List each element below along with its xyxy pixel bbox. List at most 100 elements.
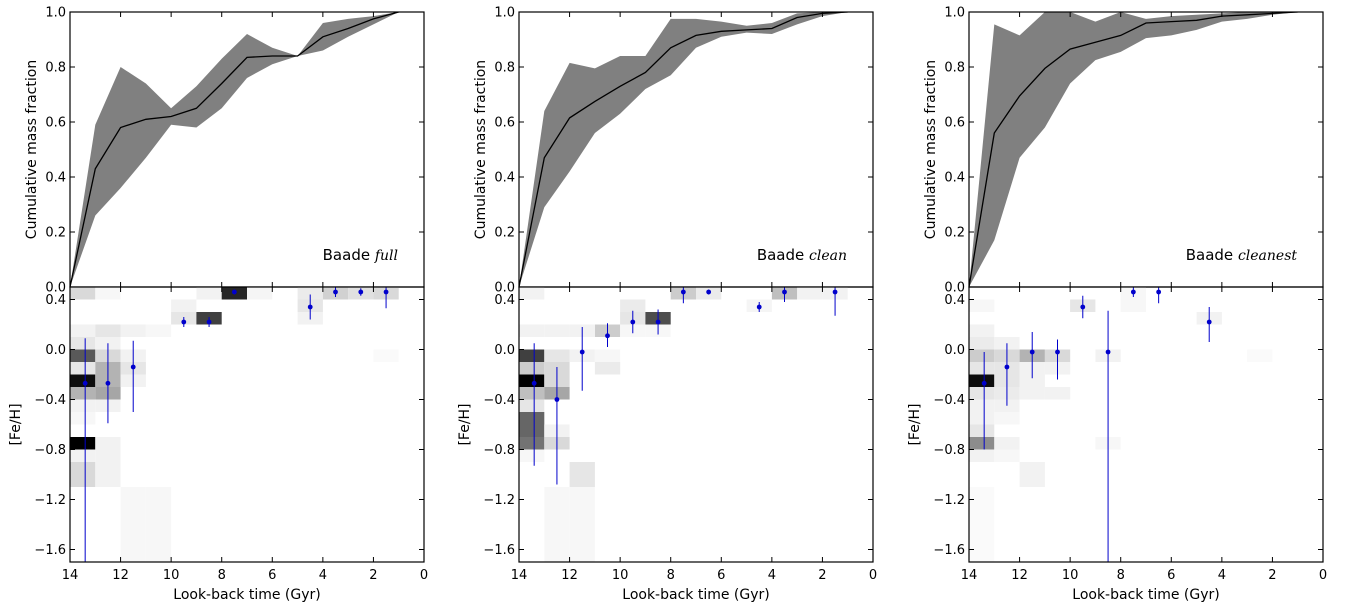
y-tick-label: 0.4 bbox=[45, 293, 66, 308]
heatmap-cell bbox=[969, 324, 995, 337]
data-point bbox=[782, 289, 787, 295]
y-tick-label: 0.0 bbox=[494, 343, 515, 358]
heatmap-cell bbox=[145, 324, 172, 337]
data-point bbox=[181, 319, 187, 325]
heatmap-cell bbox=[797, 287, 823, 300]
heatmap-cell bbox=[70, 449, 96, 462]
data-point bbox=[1029, 349, 1035, 355]
heatmap-cell bbox=[969, 537, 995, 550]
uncertainty-band bbox=[969, 12, 1298, 287]
panel-annotation: Baade cleanest bbox=[1186, 246, 1298, 264]
panel-3: 0.0 0.2 0.4 0.6 0.8 1.0 Cumulative mass fracti… bbox=[907, 6, 1327, 604]
y-tick-label: 0.0 bbox=[494, 281, 515, 296]
heatmap-cell bbox=[519, 349, 545, 362]
y-tick-label: 0.6 bbox=[45, 116, 66, 131]
heatmap-cell bbox=[544, 324, 570, 337]
heatmap-cell bbox=[569, 512, 595, 525]
heatmap-cell bbox=[969, 349, 995, 362]
x-axis-label: Look-back time (Gyr) bbox=[1072, 587, 1219, 603]
heatmap-cell bbox=[969, 362, 995, 375]
heatmap-cell bbox=[70, 349, 96, 362]
data-point bbox=[1206, 319, 1212, 325]
heatmap-cell bbox=[544, 487, 570, 500]
heatmap-cell bbox=[145, 537, 172, 550]
heatmap-cell bbox=[969, 387, 995, 400]
x-axis-label: Look-back time (Gyr) bbox=[173, 587, 320, 603]
y-tick-label: 0.4 bbox=[944, 171, 965, 186]
y-tick-label: 0.6 bbox=[494, 116, 515, 131]
x-tick-label: 10 bbox=[1062, 568, 1079, 583]
y-tick-label: −0.4 bbox=[483, 393, 515, 408]
data-point bbox=[130, 364, 136, 370]
y-tick-label: 0.8 bbox=[944, 61, 965, 76]
data-point bbox=[105, 380, 111, 386]
heatmap-cell bbox=[145, 512, 172, 525]
bottom-y-axis-label: [Fe/H] bbox=[457, 403, 473, 445]
data-point bbox=[383, 289, 389, 295]
heatmap-cell bbox=[1019, 474, 1045, 487]
y-tick-label: 0.4 bbox=[45, 171, 66, 186]
heatmap-cell bbox=[1247, 349, 1273, 362]
data-point bbox=[1055, 349, 1060, 355]
heatmap-cell bbox=[994, 437, 1020, 450]
heatmap-cell bbox=[594, 362, 621, 375]
heatmap-cell bbox=[120, 324, 146, 337]
x-tick-label: 14 bbox=[62, 568, 79, 583]
y-tick-label: 0.8 bbox=[45, 61, 66, 76]
x-axis-label: Look-back time (Gyr) bbox=[622, 587, 769, 603]
heatmap-cell bbox=[519, 424, 545, 437]
y-tick-label: −1.6 bbox=[483, 543, 515, 558]
heatmap-cell bbox=[196, 287, 222, 300]
metallicity-plot bbox=[519, 287, 848, 562]
y-tick-label: 0.0 bbox=[45, 343, 66, 358]
top-y-axis-label: Cumulative mass fraction bbox=[923, 60, 939, 239]
heatmap-cell bbox=[70, 337, 96, 350]
x-tick-label: 10 bbox=[163, 568, 180, 583]
heatmap-cell bbox=[994, 412, 1020, 425]
heatmap-cell bbox=[297, 287, 323, 300]
heatmap-cell bbox=[519, 437, 545, 450]
heatmap-cell bbox=[95, 462, 121, 475]
data-point bbox=[1105, 349, 1111, 355]
x-tick-label: 14 bbox=[961, 568, 978, 583]
y-tick-label: 1.0 bbox=[494, 6, 515, 21]
data-point bbox=[82, 380, 88, 386]
median-line bbox=[969, 12, 1298, 287]
heatmap-cell bbox=[969, 499, 995, 512]
y-tick-label: −0.4 bbox=[933, 393, 965, 408]
annotation-prefix: Baade bbox=[1186, 246, 1238, 264]
x-tick-label: 2 bbox=[818, 568, 826, 583]
y-tick-label: −1.2 bbox=[34, 493, 66, 508]
heatmap-cell bbox=[519, 324, 545, 337]
data-point bbox=[756, 304, 762, 310]
data-point bbox=[706, 289, 712, 295]
x-tick-label: 12 bbox=[1011, 568, 1028, 583]
annotation-prefix: Baade bbox=[323, 246, 375, 264]
heatmap-cell bbox=[544, 549, 570, 562]
heatmap-cell bbox=[145, 524, 172, 537]
heatmap-cell bbox=[120, 549, 146, 562]
x-tick-label: 4 bbox=[768, 568, 776, 583]
heatmap-cell bbox=[95, 287, 121, 300]
heatmap-cell bbox=[1019, 462, 1045, 475]
bottom-axes-frame bbox=[968, 286, 1324, 563]
x-tick-label: 4 bbox=[319, 568, 327, 583]
data-point bbox=[981, 380, 987, 386]
data-point bbox=[680, 289, 686, 295]
median-line bbox=[70, 12, 399, 287]
x-tick-label: 0 bbox=[1319, 568, 1327, 583]
data-point bbox=[333, 289, 338, 295]
heatmap-cell bbox=[544, 499, 570, 512]
heatmap-cell bbox=[120, 512, 146, 525]
y-tick-label: −0.8 bbox=[34, 443, 66, 458]
annotation-suffix: full bbox=[374, 248, 398, 264]
panel-2: 0.0 0.2 0.4 0.6 0.8 1.0 Cumulative mass fracti… bbox=[457, 6, 877, 604]
mass-fraction-plot bbox=[70, 12, 399, 287]
heatmap-cell bbox=[373, 349, 399, 362]
heatmap-cell bbox=[95, 437, 121, 450]
heatmap-cell bbox=[70, 474, 96, 487]
data-point bbox=[832, 289, 838, 295]
metallicity-plot bbox=[70, 287, 399, 562]
heatmap-cell bbox=[969, 412, 995, 425]
